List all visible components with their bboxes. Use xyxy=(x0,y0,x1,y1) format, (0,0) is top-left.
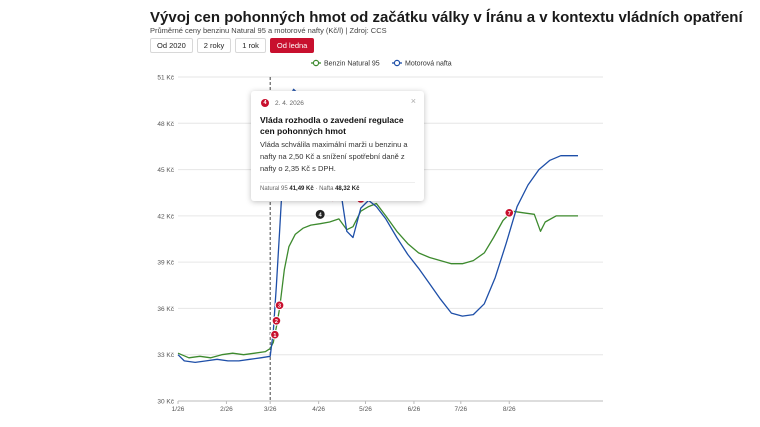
tooltip-marker-badge: 4 xyxy=(261,99,269,107)
event-marker-label: 3 xyxy=(278,303,281,309)
tooltip-benzin-value: 41,49 Kč xyxy=(289,186,314,192)
event-marker-label: 7 xyxy=(508,211,511,217)
tooltip-title: Vláda rozhodla o zavedení regulace cen p… xyxy=(260,115,404,136)
tooltip-nafta-value: 48,32 Kč xyxy=(335,186,360,192)
event-marker-label: 4 xyxy=(319,212,323,218)
event-tooltip: 4 2. 4. 2026 × Vláda rozhodla o zavedení… xyxy=(251,91,424,201)
tooltip-body: Vláda schválila maximální marži u benzin… xyxy=(260,140,408,173)
legend-label-nafta: Motorová nafta xyxy=(405,61,452,68)
y-tick-label: 45 Kč xyxy=(157,167,174,174)
tooltip-benzin-label: Natural 95 xyxy=(260,186,288,192)
y-tick-label: 33 Kč xyxy=(157,352,174,359)
event-marker-label: 2 xyxy=(275,319,278,325)
y-tick-label: 30 Kč xyxy=(157,399,174,406)
range-button-2-roky[interactable]: 2 roky xyxy=(196,38,232,53)
x-tick-label: 3/26 xyxy=(264,406,277,413)
range-button-group: Od 2020 2 roky 1 rok Od ledna xyxy=(150,38,315,53)
close-icon[interactable]: × xyxy=(410,96,416,106)
tooltip-values: Natural 95 41,49 Kč · Nafta 48,32 Kč xyxy=(260,186,359,192)
y-tick-label: 42 Kč xyxy=(157,213,174,220)
event-marker-4 xyxy=(314,208,326,220)
legend-label-benzin: Benzin Natural 95 xyxy=(324,61,380,68)
event-marker-7 xyxy=(504,207,515,218)
x-tick-label: 8/26 xyxy=(503,406,516,413)
y-tick-label: 48 Kč xyxy=(157,121,174,128)
range-button-od-ledna[interactable]: Od ledna xyxy=(269,38,315,53)
range-button-1-rok[interactable]: 1 rok xyxy=(235,38,266,53)
tooltip-separator: · xyxy=(315,186,318,192)
event-marker-1 xyxy=(270,329,280,340)
event-marker-label: 1 xyxy=(273,333,276,339)
series-line-nafta xyxy=(177,88,578,364)
tooltip-date: 2. 4. 2026 xyxy=(275,100,304,107)
x-tick-label: 7/26 xyxy=(454,406,467,413)
page-subtitle: Průměrné ceny benzinu Natural 95 a motor… xyxy=(150,26,387,35)
legend-swatch-dot xyxy=(393,59,401,67)
series-line-benzin xyxy=(177,202,578,359)
range-button-od-2020[interactable]: Od 2020 xyxy=(150,38,193,53)
y-tick-label: 51 Kč xyxy=(157,75,174,82)
event-marker-2 xyxy=(271,315,282,326)
x-tick-label: 6/26 xyxy=(408,406,421,413)
legend-swatch-dot xyxy=(312,59,320,67)
x-tick-label: 4/26 xyxy=(312,406,325,413)
x-tick-label: 2/26 xyxy=(220,406,233,413)
x-tick-label: 1/26 xyxy=(172,406,185,413)
x-tick-label: 5/26 xyxy=(359,406,372,413)
event-marker-3 xyxy=(274,300,285,311)
y-tick-label: 36 Kč xyxy=(157,306,174,313)
page-title: Vývoj cen pohonných hmot od začátku válk… xyxy=(150,9,743,26)
y-tick-label: 39 Kč xyxy=(157,260,174,267)
tooltip-nafta-label: Nafta xyxy=(319,186,334,192)
tooltip-divider xyxy=(260,182,415,183)
